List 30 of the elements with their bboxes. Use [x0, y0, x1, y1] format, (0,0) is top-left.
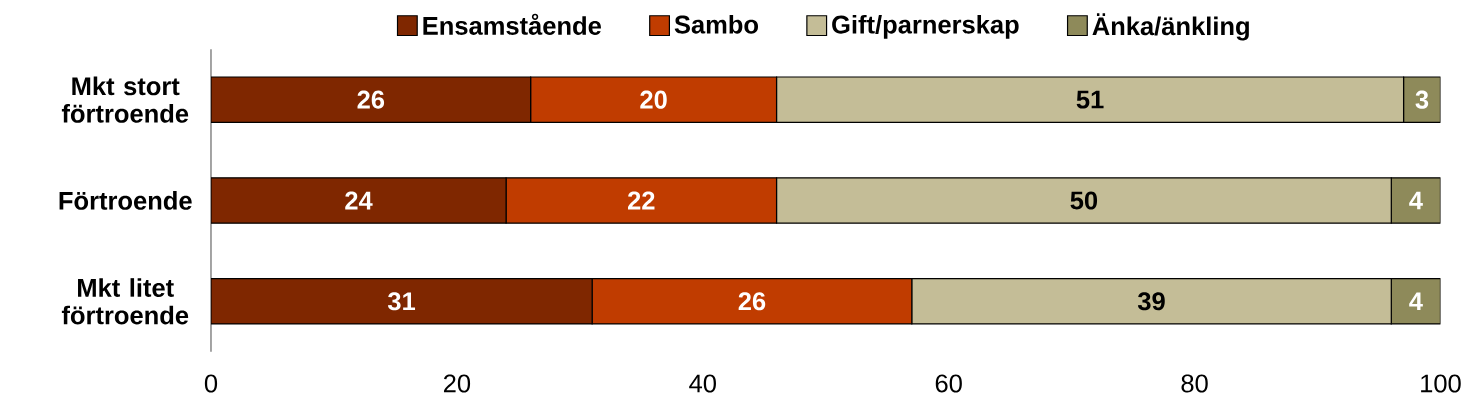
x-tick-label: 60 — [935, 374, 962, 393]
legend-label: Sambo — [674, 14, 759, 34]
x-tick-label: 100 — [1421, 374, 1461, 393]
y-tick-label: Förtroende — [59, 191, 192, 210]
data-label: 4 — [1409, 191, 1423, 210]
x-tick-label: 40 — [689, 374, 716, 393]
legend-label: Gift/parnerskap — [832, 14, 1019, 39]
data-label: 51 — [1076, 90, 1104, 109]
data-label: 22 — [628, 191, 655, 210]
data-label: 20 — [640, 90, 667, 109]
data-label: 4 — [1409, 292, 1423, 311]
x-tick-label: 0 — [204, 374, 218, 393]
bar — [1390, 177, 1441, 224]
x-tick-label: 80 — [1181, 374, 1208, 393]
bar — [210, 278, 593, 325]
data-label: 39 — [1137, 292, 1165, 311]
data-label: 31 — [387, 292, 416, 311]
legend-label: Ensamstående — [423, 13, 601, 35]
data-label: 3 — [1415, 90, 1429, 109]
x-tick-label: 20 — [443, 374, 471, 393]
data-label: 26 — [738, 292, 766, 311]
data-label: 26 — [357, 90, 385, 109]
y-tick-label: Mkt stort förtroende — [61, 76, 189, 123]
bar — [210, 76, 532, 123]
data-label: 50 — [1070, 191, 1098, 210]
data-label: 24 — [345, 191, 373, 210]
legend-label: Änka/änkling — [1092, 13, 1249, 41]
y-tick-label: Mkt litet förtroende — [61, 278, 189, 325]
bar — [210, 177, 507, 224]
bar — [1390, 278, 1441, 325]
